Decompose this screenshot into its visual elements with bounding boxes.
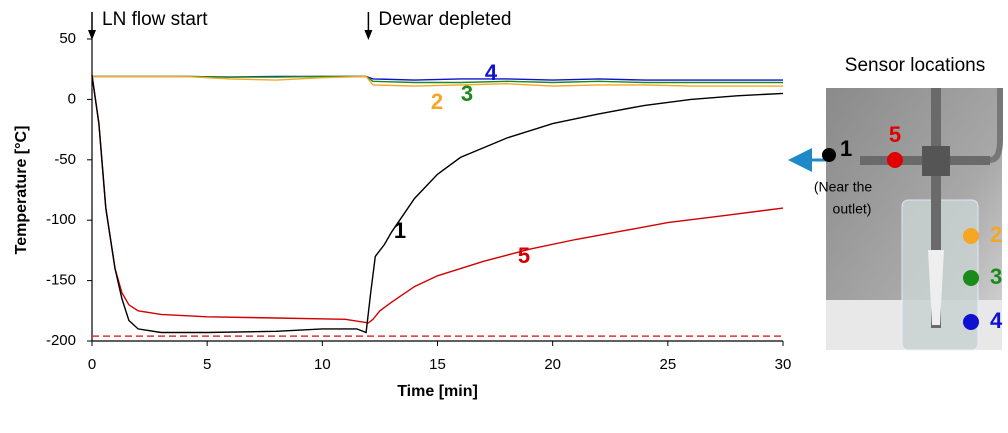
sensor-dot xyxy=(963,270,979,286)
series-label: 5 xyxy=(518,243,530,268)
series-label: 3 xyxy=(461,81,473,106)
x-tick-label: 25 xyxy=(659,356,676,373)
series-line xyxy=(92,75,783,87)
annotation-arrowhead xyxy=(88,30,96,40)
pipe xyxy=(931,88,941,328)
fitting xyxy=(922,146,950,176)
y-tick-label: 50 xyxy=(59,30,76,47)
sensor-dot xyxy=(822,148,836,162)
sensor-dot xyxy=(963,314,979,330)
annotation: Dewar depleted xyxy=(378,9,511,30)
sensor-label: 3 xyxy=(990,264,1002,289)
y-tick-label: 0 xyxy=(68,90,76,107)
y-axis-title: Temperature [°C] xyxy=(13,126,30,255)
note: outlet) xyxy=(833,201,872,217)
x-tick-label: 10 xyxy=(314,356,331,373)
annotation: LN flow start xyxy=(102,9,208,30)
note: (Near the xyxy=(814,179,873,195)
x-tick-label: 0 xyxy=(88,356,96,373)
x-tick-label: 30 xyxy=(775,356,792,373)
sensor-label: 4 xyxy=(990,308,1003,333)
sensor-label: 5 xyxy=(889,122,901,147)
series-label: 4 xyxy=(485,60,498,85)
annotation-arrowhead xyxy=(364,30,373,40)
series-line xyxy=(92,75,783,84)
pipe xyxy=(989,88,1003,163)
y-tick-label: -200 xyxy=(46,332,76,349)
x-tick-label: 5 xyxy=(203,356,211,373)
series-label: 2 xyxy=(431,89,443,114)
sensor-dot xyxy=(887,152,903,168)
probe xyxy=(928,250,944,325)
panel-title: Sensor locations xyxy=(845,55,985,76)
x-tick-label: 20 xyxy=(544,356,561,373)
y-tick-label: -150 xyxy=(46,272,76,289)
x-tick-label: 15 xyxy=(429,356,446,373)
y-tick-label: -100 xyxy=(46,211,76,228)
series-label: 1 xyxy=(394,218,406,243)
sensor-panel: Sensor locations 1 5 (Near the outlet) 2… xyxy=(788,55,1003,351)
sensor-label: 2 xyxy=(990,222,1002,247)
series-line xyxy=(91,75,784,324)
sensor-label: 1 xyxy=(840,136,852,161)
series-line xyxy=(91,75,784,334)
y-tick-label: -50 xyxy=(54,151,76,168)
sensor-dot xyxy=(963,228,979,244)
x-axis-title: Time [min] xyxy=(397,383,478,400)
